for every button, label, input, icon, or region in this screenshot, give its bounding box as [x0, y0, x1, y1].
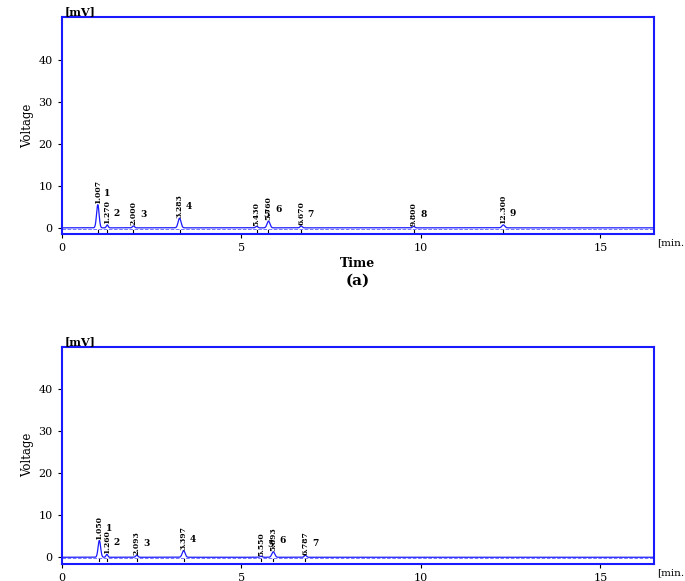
Text: 6.670: 6.670: [297, 202, 306, 225]
Text: 5.893: 5.893: [269, 528, 277, 551]
Text: 2.000: 2.000: [129, 201, 138, 225]
Text: 9.800: 9.800: [410, 202, 418, 226]
Text: 5.550: 5.550: [257, 532, 265, 555]
Text: 6: 6: [279, 536, 286, 545]
Text: 2: 2: [114, 209, 120, 218]
Text: [min.]: [min.]: [657, 238, 685, 248]
Text: 6.787: 6.787: [301, 530, 310, 554]
Text: [mV]: [mV]: [64, 6, 95, 17]
Text: 1.260: 1.260: [103, 530, 111, 554]
Y-axis label: Voltage: Voltage: [21, 103, 34, 148]
Text: [mV]: [mV]: [64, 336, 95, 347]
Text: 3.283: 3.283: [175, 193, 184, 217]
Text: 5.430: 5.430: [253, 202, 261, 226]
Text: 3: 3: [140, 210, 147, 219]
Text: 1.050: 1.050: [95, 516, 103, 540]
Text: 3: 3: [143, 539, 149, 548]
Text: 5: 5: [263, 210, 269, 220]
Text: 8: 8: [420, 210, 427, 220]
Text: 1.270: 1.270: [103, 200, 111, 224]
Text: [min.]: [min.]: [657, 568, 685, 577]
Text: (a): (a): [346, 273, 370, 287]
X-axis label: Time: Time: [340, 257, 375, 270]
Text: 5.760: 5.760: [264, 196, 273, 220]
Text: 1: 1: [105, 525, 112, 533]
Text: 7: 7: [308, 210, 314, 219]
Text: 2.093: 2.093: [133, 530, 141, 554]
Text: 5: 5: [267, 540, 274, 549]
Text: 3.397: 3.397: [179, 526, 188, 550]
Text: 4: 4: [186, 202, 192, 211]
Text: 1.007: 1.007: [94, 180, 102, 204]
Text: 12.300: 12.300: [499, 195, 508, 224]
Text: 2: 2: [113, 539, 120, 547]
Y-axis label: Voltage: Voltage: [21, 433, 34, 478]
Text: 7: 7: [312, 539, 318, 548]
Text: 4: 4: [190, 535, 197, 544]
Text: 9: 9: [510, 209, 516, 218]
Text: 6: 6: [275, 205, 282, 214]
Text: 1: 1: [104, 189, 111, 198]
